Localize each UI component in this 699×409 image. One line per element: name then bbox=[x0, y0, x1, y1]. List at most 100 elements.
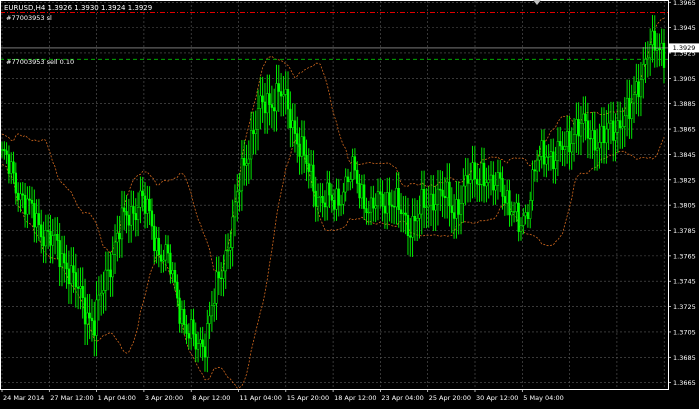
x-tick-label: 27 Mar 12:00 bbox=[50, 394, 93, 402]
candle-body bbox=[243, 158, 246, 166]
candle-body bbox=[337, 188, 340, 206]
candle-body bbox=[390, 204, 393, 207]
candle-body bbox=[422, 189, 426, 208]
candle-body bbox=[185, 324, 188, 334]
candle-body bbox=[270, 104, 274, 108]
candle-body bbox=[203, 346, 207, 358]
candle-body bbox=[397, 188, 400, 211]
candle-body bbox=[383, 206, 387, 214]
candle-body bbox=[538, 156, 541, 161]
y-tick-label: 1.3845 bbox=[673, 151, 696, 159]
candle-body bbox=[349, 179, 352, 183]
candle-body bbox=[635, 81, 638, 95]
candle-body bbox=[222, 270, 225, 279]
candle-body bbox=[427, 204, 430, 208]
y-tick-label: 1.3885 bbox=[673, 100, 696, 108]
candle-body bbox=[63, 253, 66, 264]
candle-body bbox=[452, 212, 456, 219]
candle-body bbox=[466, 175, 470, 184]
candles bbox=[0, 14, 666, 373]
candle-body bbox=[254, 129, 257, 134]
candle-body bbox=[21, 193, 24, 196]
candle-body bbox=[570, 143, 573, 153]
candle-body bbox=[116, 233, 119, 243]
time-axis[interactable]: 24 Mar 2014 27 Mar 12:00 1 Apr 04:00 3 Apr … bbox=[1, 389, 564, 402]
candle-body bbox=[605, 128, 608, 144]
candle-body bbox=[335, 188, 338, 210]
candle-body bbox=[81, 286, 84, 298]
candle-body bbox=[118, 233, 121, 240]
y-tick-label: 1.3805 bbox=[673, 202, 696, 210]
candle-body bbox=[169, 252, 172, 275]
candle-body bbox=[432, 193, 435, 211]
candle-body bbox=[199, 339, 202, 344]
candle-body bbox=[372, 197, 375, 209]
candle-body bbox=[642, 64, 645, 80]
candle-body bbox=[639, 79, 643, 98]
candle-body bbox=[279, 91, 283, 97]
candle-body bbox=[307, 163, 310, 172]
candle-body bbox=[291, 120, 294, 129]
candle-body bbox=[473, 162, 477, 180]
candle-body bbox=[492, 174, 495, 191]
candle-body bbox=[386, 192, 389, 214]
candle-body bbox=[556, 141, 560, 161]
y-tick-label: 1.3945 bbox=[673, 24, 696, 32]
candle-body bbox=[402, 212, 405, 215]
candle-body bbox=[83, 297, 87, 325]
candle-body bbox=[160, 254, 163, 262]
candle-body bbox=[284, 89, 287, 95]
candle-body bbox=[413, 215, 417, 222]
candle-body bbox=[90, 317, 94, 322]
candle-body bbox=[420, 189, 423, 215]
candle-body bbox=[582, 113, 585, 124]
candle-body bbox=[125, 211, 128, 216]
candle-body bbox=[510, 211, 513, 216]
candle-body bbox=[535, 159, 539, 172]
candle-body bbox=[589, 138, 592, 140]
candle-body bbox=[418, 213, 421, 219]
candle-body bbox=[612, 120, 615, 141]
candle-body bbox=[40, 224, 43, 238]
candle-body bbox=[65, 262, 68, 270]
x-tick-label: 11 Apr 04:00 bbox=[240, 394, 282, 402]
candle-body bbox=[266, 93, 269, 114]
order-sl-label[interactable]: #77003953 sl bbox=[6, 14, 52, 22]
candle-body bbox=[321, 196, 324, 204]
candle-body bbox=[176, 281, 179, 299]
candle-body bbox=[187, 333, 190, 339]
candle-body bbox=[275, 83, 278, 112]
candle-body bbox=[139, 190, 142, 208]
y-tick-label: 1.3745 bbox=[673, 278, 696, 286]
x-tick-label: 23 Apr 04:00 bbox=[381, 394, 423, 402]
candle-body bbox=[568, 131, 571, 153]
candle-body bbox=[362, 184, 366, 209]
candle-body bbox=[132, 206, 135, 214]
candle-body bbox=[67, 268, 71, 285]
candle-body bbox=[10, 161, 13, 174]
candle-body bbox=[70, 265, 73, 285]
candle-body bbox=[344, 176, 347, 193]
price-axis[interactable]: 1.3965 1.3945 1.3925 1.3905 1.3885 1.3865 1.38… bbox=[668, 0, 696, 387]
candle-body bbox=[189, 319, 193, 339]
candle-body bbox=[23, 194, 27, 215]
candle-body bbox=[485, 182, 488, 187]
candle-body bbox=[150, 210, 154, 227]
x-tick-label: 8 Apr 12:00 bbox=[192, 394, 230, 402]
candle-body bbox=[0, 149, 4, 151]
candle-body bbox=[323, 202, 327, 208]
candle-body bbox=[333, 200, 336, 210]
current-price-label: 1.3929 bbox=[673, 44, 696, 52]
candle-body bbox=[374, 205, 377, 209]
chart-shift-marker-icon[interactable] bbox=[533, 0, 541, 5]
candle-body bbox=[28, 198, 31, 201]
candle-body bbox=[76, 286, 80, 289]
candle-body bbox=[263, 101, 267, 114]
candle-body bbox=[247, 158, 250, 164]
candle-body bbox=[602, 125, 606, 144]
candle-body bbox=[360, 184, 363, 199]
order-label[interactable]: #77003953 sell 0.10 bbox=[6, 58, 74, 66]
candle-body bbox=[512, 211, 516, 213]
